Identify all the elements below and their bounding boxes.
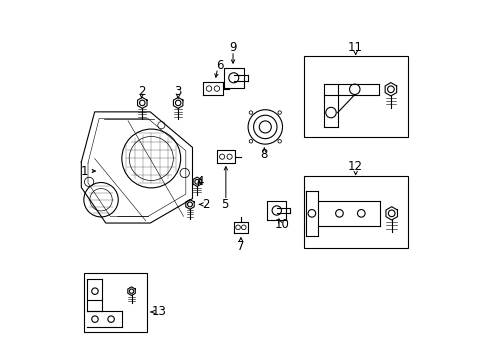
Text: 9: 9	[229, 41, 236, 54]
Text: 7: 7	[237, 240, 244, 253]
Text: 2: 2	[202, 198, 209, 211]
Text: 6: 6	[215, 59, 223, 72]
Text: 12: 12	[347, 160, 363, 173]
Bar	[303, 56, 407, 137]
Text: 1: 1	[81, 165, 88, 177]
Text: 2: 2	[138, 85, 145, 98]
Text: 10: 10	[274, 218, 289, 231]
Text: 4: 4	[196, 175, 203, 188]
Text: 8: 8	[260, 148, 267, 161]
Text: 5: 5	[221, 198, 228, 211]
Bar	[83, 273, 146, 332]
Text: 11: 11	[347, 41, 363, 54]
Text: 3: 3	[174, 85, 182, 98]
Bar	[303, 176, 407, 248]
Text: 13: 13	[151, 306, 166, 319]
